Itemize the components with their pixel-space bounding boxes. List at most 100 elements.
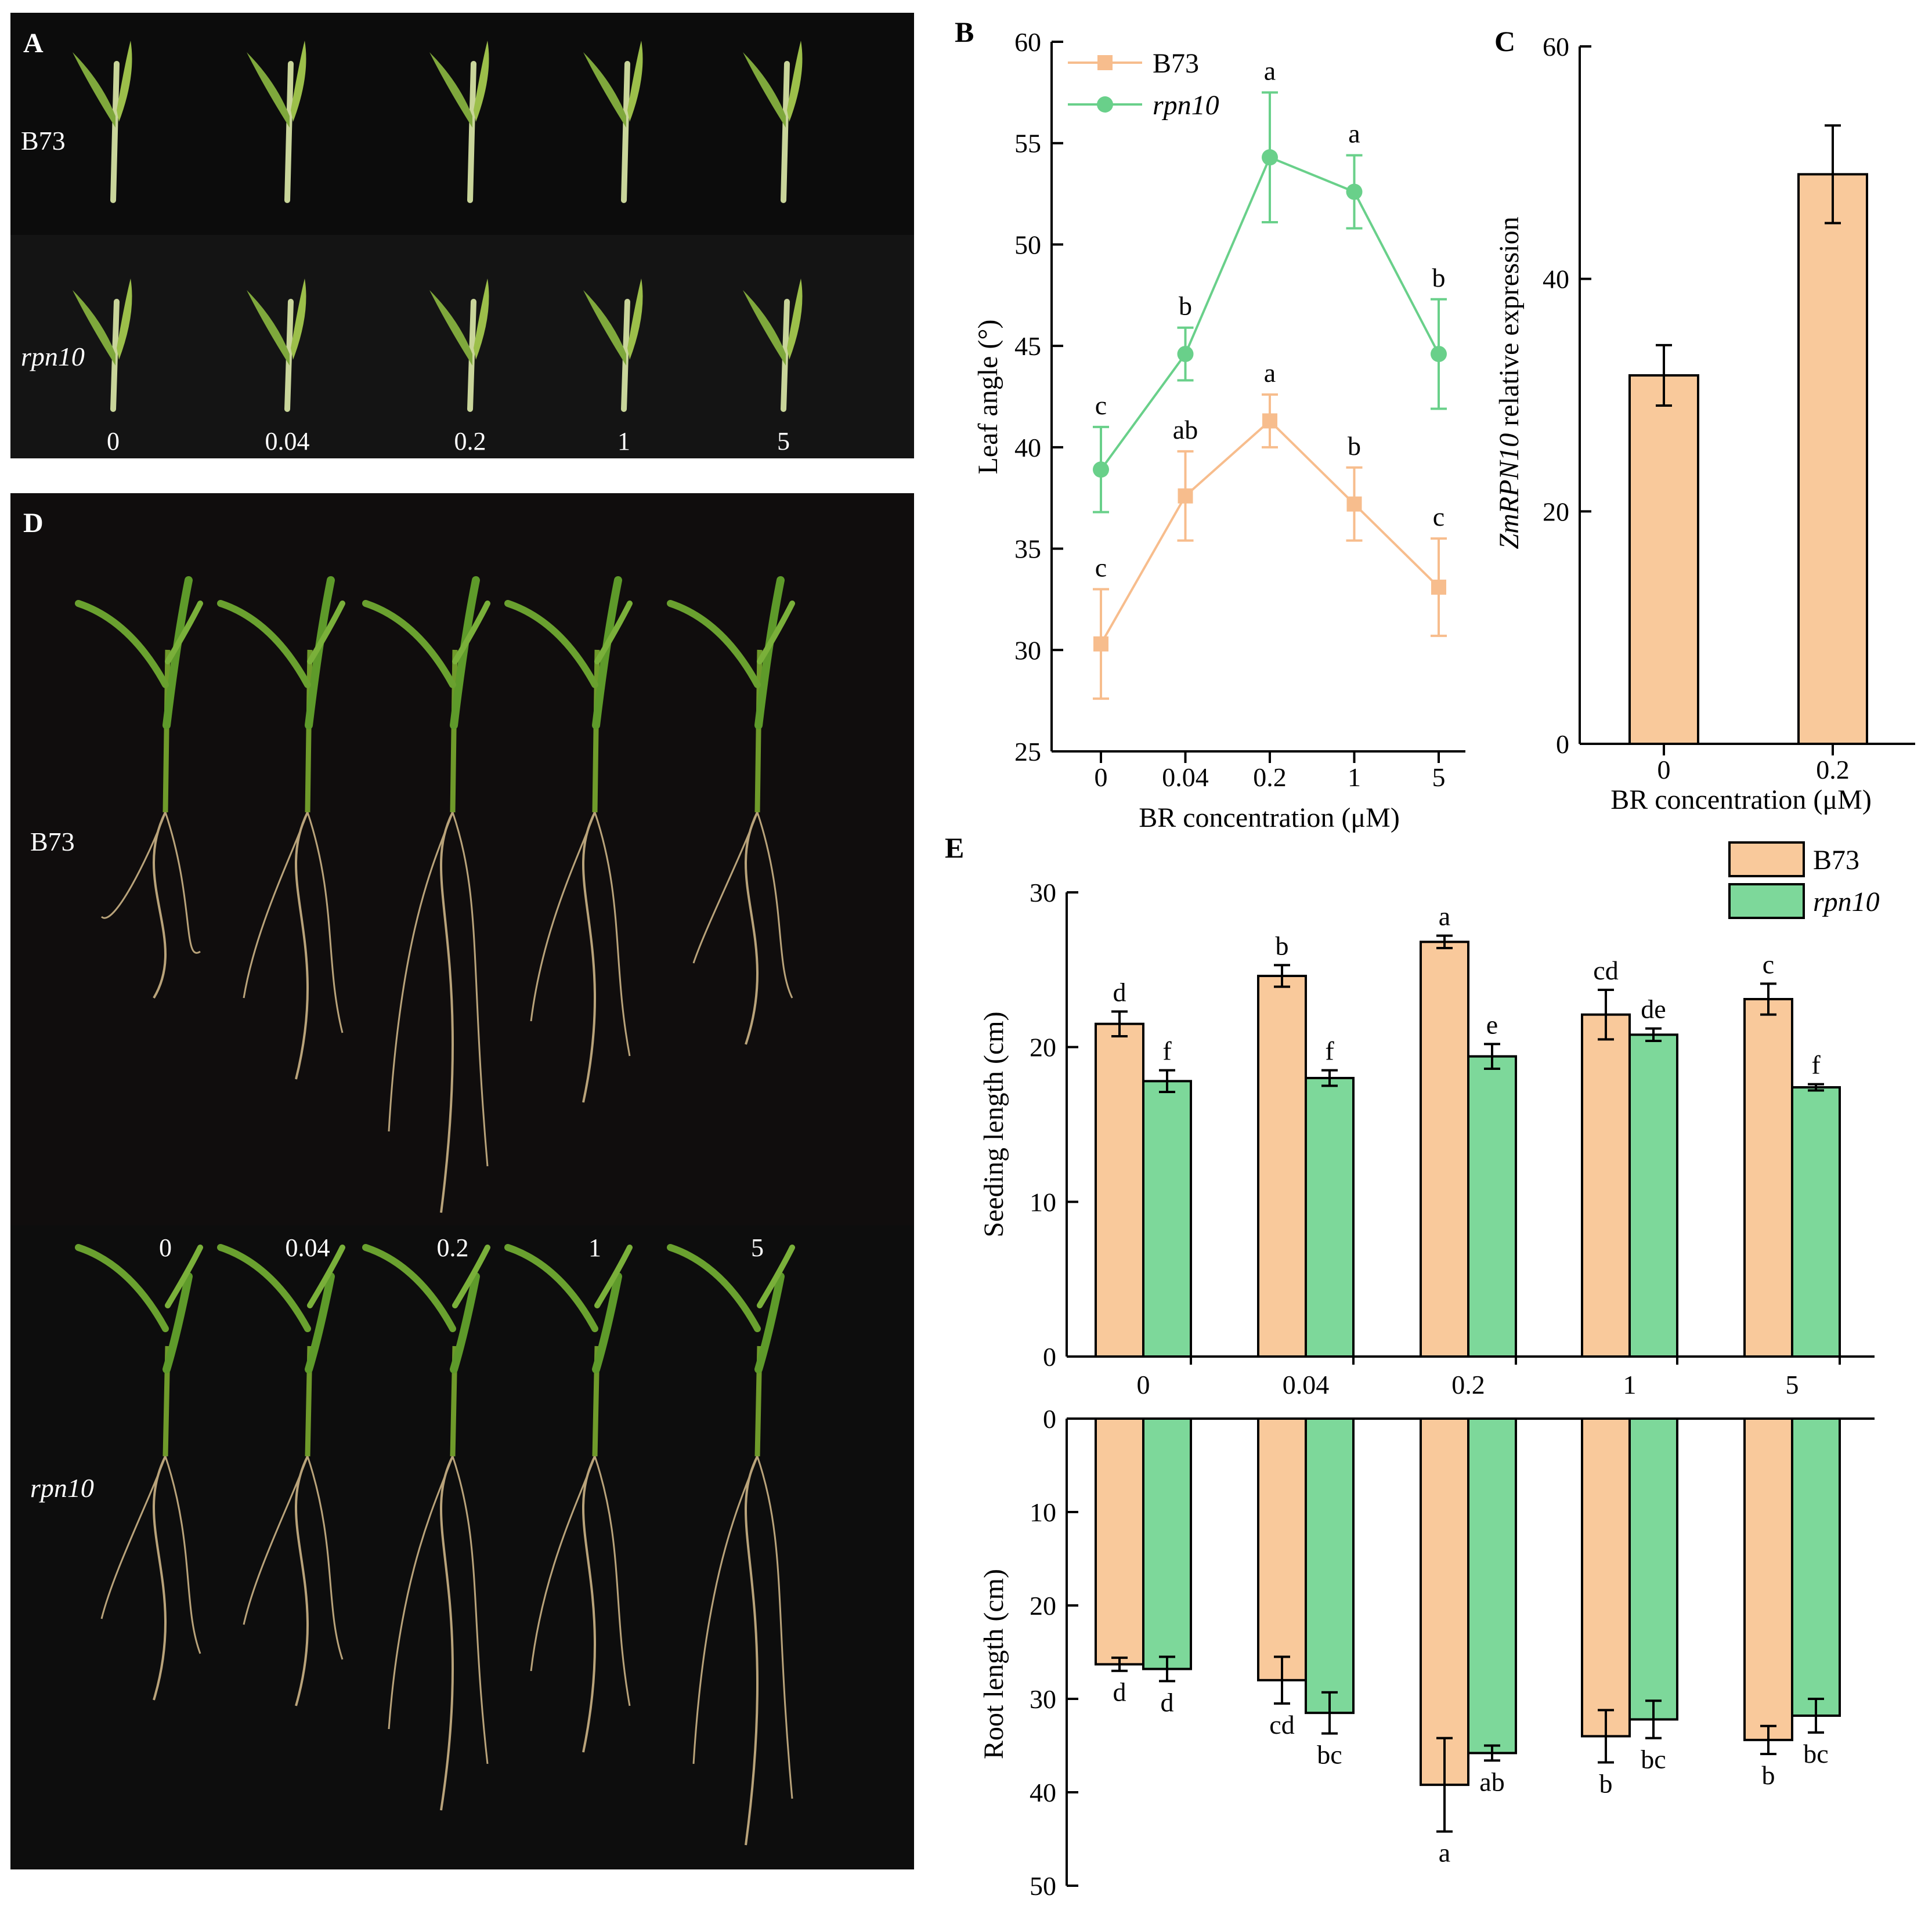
e-xtick-label-1: 0.04 <box>1283 1370 1330 1399</box>
e-top-bar-rpn10-2 <box>1467 1055 1517 1358</box>
d-b73-leaf3-2 <box>452 601 490 664</box>
a-rpn10-leaf2-4 <box>787 279 803 360</box>
panel-e-label: E <box>945 831 964 864</box>
e-top-ytick-label-3: 30 <box>1030 878 1056 907</box>
d-b73-root1-3 <box>582 812 596 1103</box>
d-b73-root2-3 <box>594 812 631 1057</box>
b-point-rpn10-1 <box>1177 346 1194 363</box>
b-letter-rpn10-4: b <box>1432 263 1446 292</box>
e-bot-letter-B73-2: a <box>1439 1838 1450 1868</box>
b-ytick-label-2: 35 <box>1014 534 1041 564</box>
e-bot-letter-rpn10-2: ab <box>1479 1767 1504 1796</box>
d-b73-root2-1 <box>306 812 344 1033</box>
panel-d: D B73 rpn10 0 0.04 0.2 1 5 <box>10 493 914 1869</box>
d-b73-root1-0 <box>153 812 167 999</box>
d-b73-root3-1 <box>243 812 309 999</box>
e-xtick-label-0: 0 <box>1137 1370 1150 1399</box>
c-xlabel: BR concentration (μM) <box>1610 784 1872 815</box>
b-letter-rpn10-2: a <box>1264 56 1276 85</box>
e-bot-ytick-label-3: 30 <box>1030 1684 1056 1714</box>
e-bot-letter-rpn10-3: bc <box>1641 1745 1666 1774</box>
panel-a-conc-1: 0.04 <box>265 427 310 455</box>
c-ytick-label-3: 60 <box>1543 32 1569 62</box>
d-rpn10-root1-2 <box>440 1456 454 1811</box>
panel-a-seedlings <box>73 41 803 412</box>
e-bot-bar-rpn10-2 <box>1467 1417 1517 1755</box>
panel-d-row-rpn10: rpn10 <box>30 1473 94 1503</box>
a-b73-leaf1-2 <box>429 52 472 128</box>
c-bar-1 <box>1797 173 1868 746</box>
b-point-B73-2 <box>1262 413 1277 429</box>
d-b73-leaf2-0 <box>75 600 169 688</box>
b-ytick-label-0: 25 <box>1014 737 1041 766</box>
d-rpn10-leaf1-0 <box>162 1272 193 1373</box>
b-ytick-label-1: 30 <box>1014 635 1041 665</box>
d-rpn10-leaf3-4 <box>757 1245 795 1308</box>
a-rpn10-leaf2-2 <box>474 279 489 360</box>
e-top-ytick-label-1: 10 <box>1030 1187 1056 1217</box>
a-rpn10-leaf1-0 <box>73 290 115 366</box>
d-rpn10-leaf3-2 <box>452 1245 490 1308</box>
b-xtick-label-0: 0 <box>1095 762 1108 792</box>
d-rpn10-root1-1 <box>295 1456 309 1706</box>
e-top-letter-B73-2: a <box>1439 902 1450 931</box>
e-top-letter-B73-4: c <box>1763 949 1774 979</box>
e-legend-label-0: B73 <box>1813 845 1859 876</box>
a-b73-leaf2-2 <box>474 41 489 122</box>
d-b73-root3-4 <box>692 812 759 964</box>
a-b73-leaf1-0 <box>73 52 115 128</box>
c-ylabel: ZmRPN10 relative expression <box>1494 216 1525 549</box>
b-xtick-label-3: 1 <box>1348 762 1361 792</box>
e-bot-bar-rpn10-1 <box>1305 1417 1355 1715</box>
e-bot-bar-B73-4 <box>1743 1417 1793 1741</box>
e-bot-letter-B73-4: b <box>1762 1760 1775 1790</box>
b-ytick-label-6: 55 <box>1014 129 1041 158</box>
a-rpn10-leaf1-3 <box>583 290 626 366</box>
d-rpn10-leaf2-1 <box>217 1244 311 1332</box>
e-top-letter-B73-3: cd <box>1593 956 1618 985</box>
e-top-bar-rpn10-3 <box>1628 1033 1678 1358</box>
e-top-bar-B73-1 <box>1257 975 1307 1358</box>
c-bar-0 <box>1628 374 1699 745</box>
a-rpn10-leaf2-0 <box>117 279 132 360</box>
b-xtick-label-1: 0.04 <box>1162 762 1209 792</box>
panel-b-chart: 25 30 35 40 45 50 55 60 0 0.04 0.2 1 5 BR concentrati… <box>973 27 1465 833</box>
d-b73-stem-4 <box>754 649 763 813</box>
panel-a: A B73 rpn10 0 0.04 0.2 1 5 <box>10 13 914 458</box>
e-xtick-label-4: 5 <box>1786 1370 1799 1399</box>
panel-a-conc-3: 1 <box>617 427 630 455</box>
b-legend-label-1: rpn10 <box>1153 90 1219 121</box>
b-letter-rpn10-1: b <box>1179 291 1192 321</box>
e-bot-bar-B73-1 <box>1257 1417 1307 1681</box>
d-rpn10-root3-4 <box>692 1456 759 1764</box>
c-ytick-label-2: 40 <box>1543 265 1569 294</box>
d-rpn10-root2-3 <box>594 1456 631 1706</box>
c-xtick-label-0: 0 <box>1657 755 1671 784</box>
b-ytick-label-3: 40 <box>1014 433 1041 462</box>
panel-a-label: A <box>23 28 44 59</box>
a-b73-leaf2-3 <box>627 41 643 122</box>
b-xlabel: BR concentration (μM) <box>1139 802 1400 833</box>
e-bot-ytick-label-5: 50 <box>1030 1871 1056 1901</box>
d-rpn10-leaf1-1 <box>305 1272 335 1373</box>
b-letter-rpn10-0: c <box>1095 390 1107 420</box>
b-letter-B73-0: c <box>1095 552 1107 582</box>
c-ytick-label-1: 20 <box>1543 497 1569 526</box>
b-letter-B73-2: a <box>1264 358 1276 388</box>
panel-a-conc-2: 0.2 <box>454 427 486 455</box>
b-point-B73-0 <box>1093 636 1108 652</box>
panel-c-label: C <box>1494 25 1515 57</box>
d-rpn10-root3-2 <box>388 1456 454 1730</box>
d-rpn10-leaf2-0 <box>75 1244 169 1332</box>
c-ylabel-rest: relative expression <box>1494 216 1525 433</box>
d-rpn10-root1-4 <box>745 1456 759 1846</box>
d-b73-leaf2-1 <box>217 600 311 688</box>
e-top-ylabel: Seeding length (cm) <box>978 1011 1009 1237</box>
e-top-bar-B73-0 <box>1095 1022 1144 1358</box>
d-b73-stem-0 <box>162 649 171 813</box>
e-bot-bar-B73-3 <box>1581 1417 1631 1738</box>
e-top-ytick-label-2: 20 <box>1030 1033 1056 1062</box>
a-b73-leaf2-0 <box>117 41 132 122</box>
e-bot-ytick-label-0: 0 <box>1043 1404 1056 1434</box>
